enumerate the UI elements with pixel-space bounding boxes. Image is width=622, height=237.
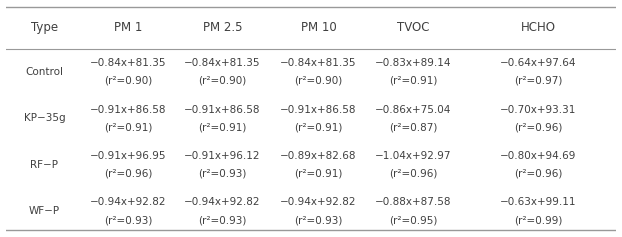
Text: (r²=0.90): (r²=0.90) bbox=[198, 76, 247, 86]
Text: (r²=0.93): (r²=0.93) bbox=[294, 215, 343, 225]
Text: (r²=0.91): (r²=0.91) bbox=[294, 123, 343, 132]
Text: (r²=0.90): (r²=0.90) bbox=[104, 76, 152, 86]
Text: (r²=0.96): (r²=0.96) bbox=[514, 123, 562, 132]
Text: −0.83x+89.14: −0.83x+89.14 bbox=[375, 58, 452, 68]
Text: TVOC: TVOC bbox=[397, 21, 429, 34]
Text: (r²=0.96): (r²=0.96) bbox=[514, 169, 562, 179]
Text: Type: Type bbox=[30, 21, 58, 34]
Text: RF−P: RF−P bbox=[30, 160, 58, 170]
Text: PM 2.5: PM 2.5 bbox=[203, 21, 243, 34]
Text: −0.84x+81.35: −0.84x+81.35 bbox=[184, 58, 261, 68]
Text: −0.91x+86.58: −0.91x+86.58 bbox=[281, 105, 357, 114]
Text: −0.94x+92.82: −0.94x+92.82 bbox=[184, 197, 261, 207]
Text: −0.94x+92.82: −0.94x+92.82 bbox=[281, 197, 357, 207]
Text: WF−P: WF−P bbox=[29, 206, 60, 216]
Text: (r²=0.96): (r²=0.96) bbox=[389, 169, 437, 179]
Text: PM 10: PM 10 bbox=[301, 21, 337, 34]
Text: (r²=0.93): (r²=0.93) bbox=[198, 215, 247, 225]
Text: HCHO: HCHO bbox=[521, 21, 555, 34]
Text: (r²=0.90): (r²=0.90) bbox=[294, 76, 343, 86]
Text: (r²=0.99): (r²=0.99) bbox=[514, 215, 562, 225]
Text: (r²=0.93): (r²=0.93) bbox=[198, 169, 247, 179]
Text: (r²=0.95): (r²=0.95) bbox=[389, 215, 437, 225]
Text: (r²=0.97): (r²=0.97) bbox=[514, 76, 562, 86]
Text: −0.64x+97.64: −0.64x+97.64 bbox=[500, 58, 577, 68]
Text: −0.88x+87.58: −0.88x+87.58 bbox=[375, 197, 452, 207]
Text: −0.91x+96.12: −0.91x+96.12 bbox=[184, 151, 261, 161]
Text: PM 1: PM 1 bbox=[114, 21, 142, 34]
Text: −0.84x+81.35: −0.84x+81.35 bbox=[90, 58, 166, 68]
Text: (r²=0.96): (r²=0.96) bbox=[104, 169, 152, 179]
Text: (r²=0.87): (r²=0.87) bbox=[389, 123, 437, 132]
Text: −0.91x+96.95: −0.91x+96.95 bbox=[90, 151, 166, 161]
Text: (r²=0.91): (r²=0.91) bbox=[104, 123, 152, 132]
Text: −0.86x+75.04: −0.86x+75.04 bbox=[375, 105, 452, 114]
Text: −0.84x+81.35: −0.84x+81.35 bbox=[281, 58, 357, 68]
Text: −1.04x+92.97: −1.04x+92.97 bbox=[375, 151, 452, 161]
Text: −0.89x+82.68: −0.89x+82.68 bbox=[281, 151, 357, 161]
Text: (r²=0.91): (r²=0.91) bbox=[389, 76, 437, 86]
Text: −0.91x+86.58: −0.91x+86.58 bbox=[184, 105, 261, 114]
Text: (r²=0.93): (r²=0.93) bbox=[104, 215, 152, 225]
Text: Control: Control bbox=[26, 67, 63, 77]
Text: KP−35g: KP−35g bbox=[24, 114, 65, 123]
Text: −0.63x+99.11: −0.63x+99.11 bbox=[500, 197, 577, 207]
Text: −0.70x+93.31: −0.70x+93.31 bbox=[500, 105, 576, 114]
Text: −0.80x+94.69: −0.80x+94.69 bbox=[500, 151, 576, 161]
Text: −0.91x+86.58: −0.91x+86.58 bbox=[90, 105, 166, 114]
Text: (r²=0.91): (r²=0.91) bbox=[198, 123, 247, 132]
Text: (r²=0.91): (r²=0.91) bbox=[294, 169, 343, 179]
Text: −0.94x+92.82: −0.94x+92.82 bbox=[90, 197, 166, 207]
